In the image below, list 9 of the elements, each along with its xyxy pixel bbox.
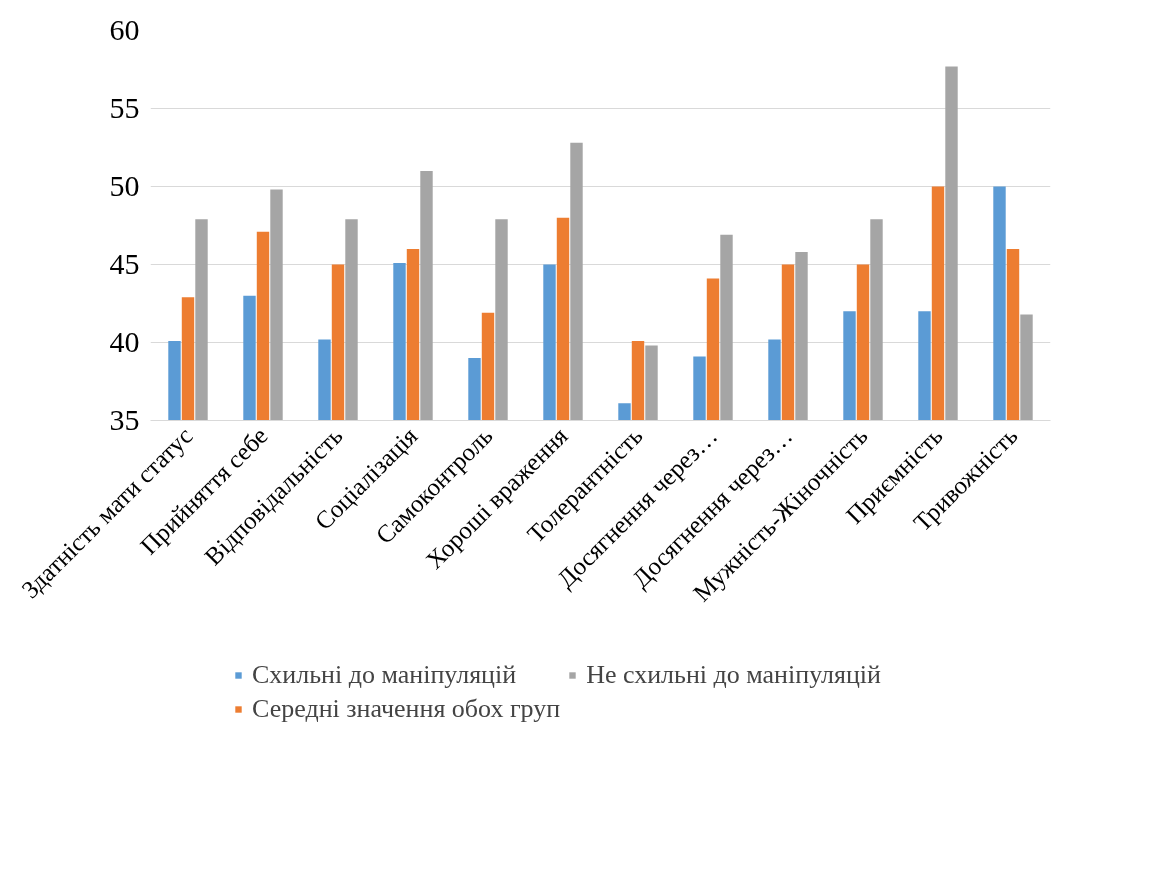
legend-label: Середні значення обох груп bbox=[252, 694, 561, 724]
legend-label: Схильні до маніпуляцій bbox=[252, 660, 517, 690]
legend-label: Не схильні до маніпуляцій bbox=[586, 660, 882, 690]
y-tick-label: 55 bbox=[109, 91, 140, 124]
y-tick-label: 60 bbox=[109, 13, 140, 46]
y-tick-label: 35 bbox=[109, 403, 140, 436]
y-tick-label: 50 bbox=[109, 169, 140, 202]
y-tick-label: 45 bbox=[109, 247, 140, 280]
y-tick-label: 40 bbox=[109, 325, 140, 358]
